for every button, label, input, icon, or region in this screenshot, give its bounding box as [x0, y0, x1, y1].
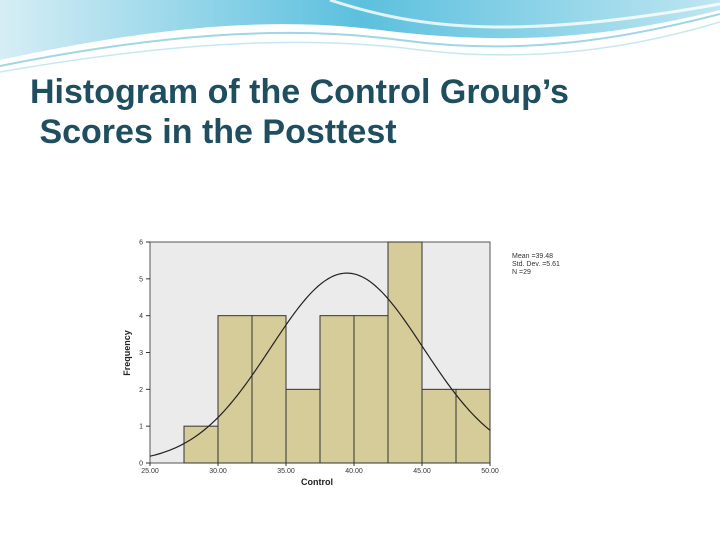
- slide-title-line-1: Histogram of the Control Group’s: [30, 73, 569, 111]
- y-tick-label: 3: [139, 350, 143, 357]
- histogram-bar: [217, 315, 253, 464]
- x-tick-label: 45.00: [413, 468, 431, 475]
- stats-legend-line: Std. Dev. =5.61: [512, 261, 560, 268]
- histogram-bar: [251, 315, 287, 464]
- y-axis-title: Frequency: [122, 330, 132, 376]
- y-tick-label: 0: [139, 461, 143, 468]
- y-tick-label: 1: [139, 424, 143, 431]
- y-tick-label: 2: [139, 387, 143, 394]
- x-tick-label: 25.00: [141, 468, 159, 475]
- x-axis-title: Control: [301, 477, 333, 487]
- histogram-bar: [285, 388, 321, 464]
- header-wave-decoration: [0, 0, 720, 73]
- slide-title: Histogram of the Control Group’s Scores …: [30, 72, 690, 152]
- histogram-chart: 0 1 2 3 4 5 6 25.00 30.00 35.00 40.00 45.00 50.00 Con…: [100, 235, 615, 497]
- histogram-bar: [387, 241, 423, 464]
- histogram-bar: [353, 315, 389, 464]
- slide-title-line-2: Scores in the Posttest: [30, 113, 397, 151]
- histogram-bar: [183, 425, 219, 464]
- stats-legend-line: N =29: [512, 269, 531, 276]
- y-tick-label: 5: [139, 276, 143, 283]
- normal-curve-line: [149, 272, 491, 457]
- x-tick-label: 50.00: [481, 468, 499, 475]
- stats-legend-line: Mean =39.48: [512, 253, 553, 260]
- x-tick-label: 30.00: [209, 468, 227, 475]
- histogram-bar: [421, 388, 457, 464]
- y-tick-label: 4: [139, 313, 143, 320]
- histogram-svg: 0 1 2 3 4 5 6 25.00 30.00 35.00 40.00 45.00 50.00 Con…: [122, 240, 560, 488]
- x-tick-label: 40.00: [345, 468, 363, 475]
- histogram-bar: [319, 315, 355, 464]
- x-tick-label: 35.00: [277, 468, 295, 475]
- y-tick-label: 6: [139, 240, 143, 247]
